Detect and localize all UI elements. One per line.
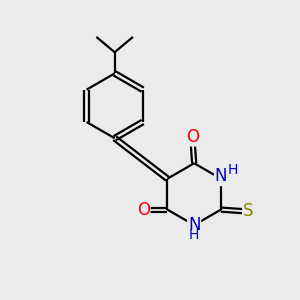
Text: N: N	[188, 216, 200, 234]
Text: O: O	[137, 201, 150, 219]
Text: H: H	[228, 164, 238, 178]
Text: H: H	[189, 228, 200, 242]
Text: S: S	[243, 202, 254, 220]
Text: O: O	[186, 128, 199, 146]
Text: N: N	[215, 167, 227, 185]
